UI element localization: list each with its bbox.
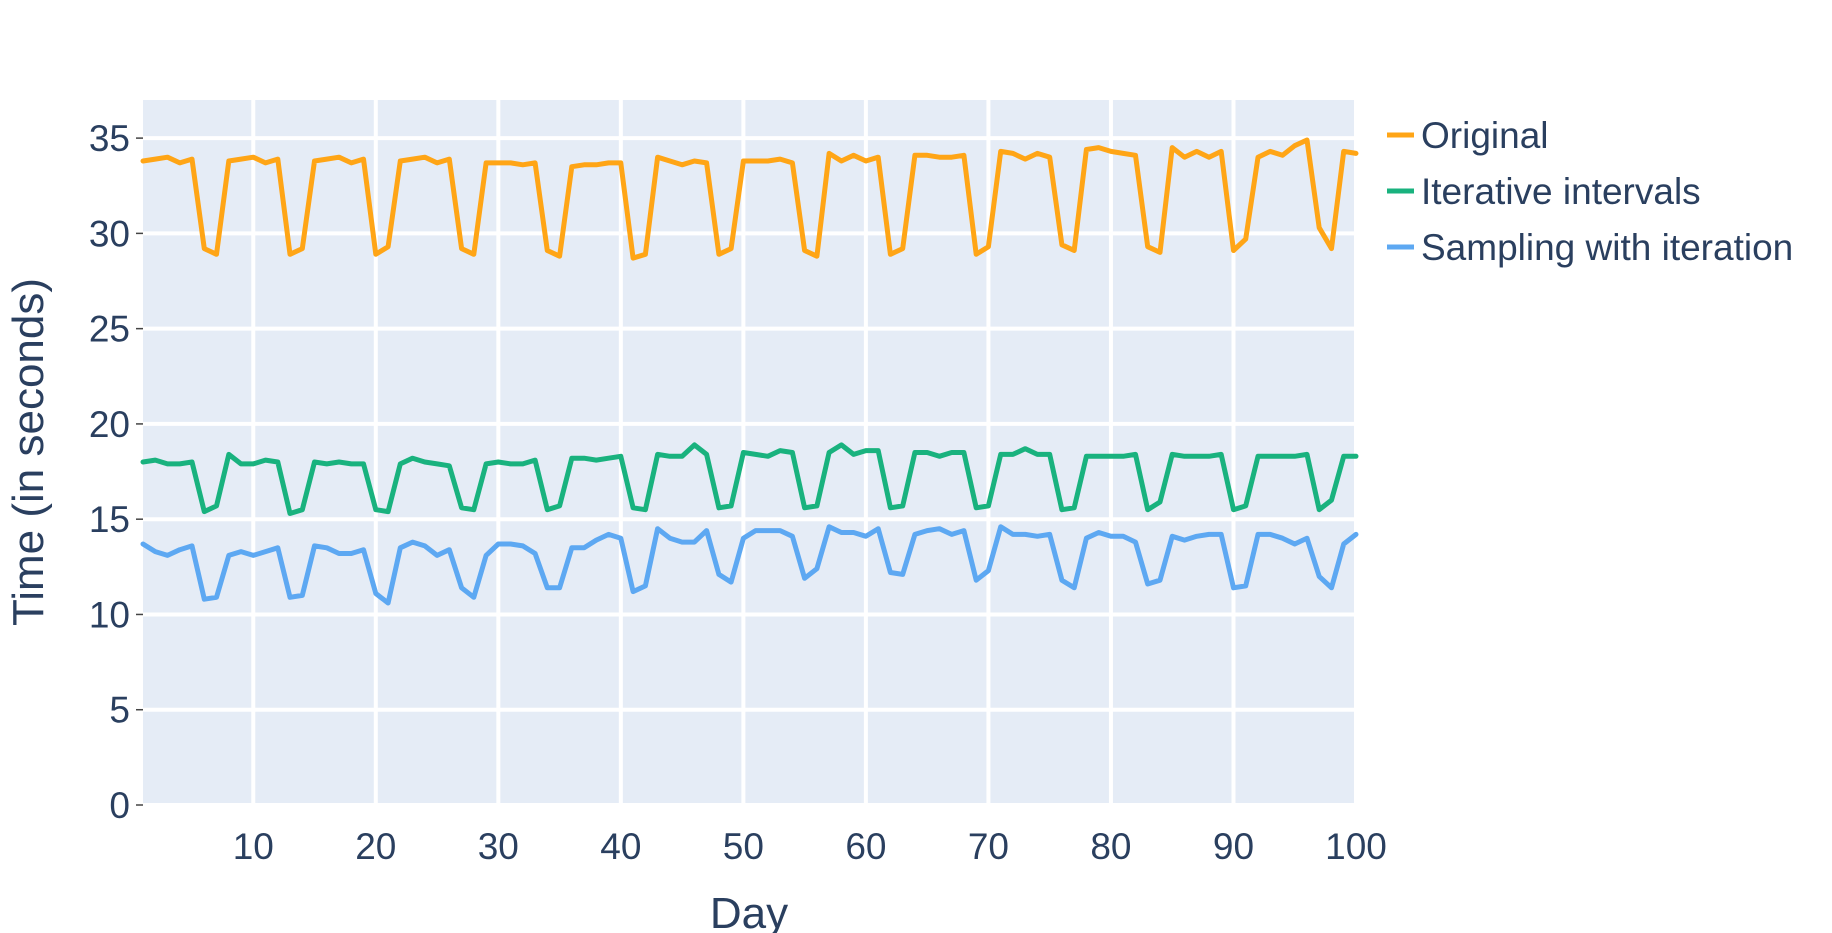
x-tick-label: 10 — [233, 826, 274, 867]
series-line-original — [140, 137, 1359, 261]
x-tick-label: 100 — [1325, 826, 1387, 867]
x-tick-label: 60 — [845, 826, 886, 867]
legend: Original Iterative intervals Sampling with… — [1387, 115, 1793, 268]
y-tick-label: 30 — [89, 213, 130, 254]
y-tick-label: 25 — [89, 309, 130, 350]
series-line-sampling-with-iteration — [140, 524, 1359, 606]
legend-item[interactable]: Iterative intervals — [1387, 171, 1701, 212]
legend-label: Original — [1421, 115, 1549, 156]
x-tick-label: 70 — [968, 826, 1009, 867]
y-tick-label: 20 — [89, 404, 130, 445]
y-tick-label: 5 — [109, 690, 130, 731]
y-tick-label: 15 — [89, 499, 130, 540]
series-line-iterative-intervals — [140, 442, 1359, 516]
legend-label: Sampling with iteration — [1421, 227, 1793, 268]
x-tick-label: 20 — [355, 826, 396, 867]
y-tick-label: 35 — [89, 118, 130, 159]
x-tick-label: 50 — [723, 826, 764, 867]
legend-item[interactable]: Original — [1387, 115, 1549, 156]
legend-label: Iterative intervals — [1421, 171, 1701, 212]
legend-item[interactable]: Sampling with iteration — [1387, 227, 1793, 268]
x-tick-labels: 10 20 30 40 50 60 70 80 90 100 — [233, 826, 1387, 867]
y-tick-label: 10 — [89, 594, 130, 635]
y-tick-label: 0 — [109, 785, 130, 826]
series-layer — [140, 137, 1359, 606]
x-axis-title: Day — [710, 889, 788, 933]
y-gridlines — [143, 136, 1356, 807]
x-tick-label: 80 — [1090, 826, 1131, 867]
x-tick-label: 40 — [600, 826, 641, 867]
y-tick-labels: 0 5 10 15 20 25 30 35 — [89, 118, 143, 826]
y-axis-title: Time (in seconds) — [4, 278, 53, 626]
x-tick-label: 30 — [478, 826, 519, 867]
x-tick-label: 90 — [1213, 826, 1254, 867]
